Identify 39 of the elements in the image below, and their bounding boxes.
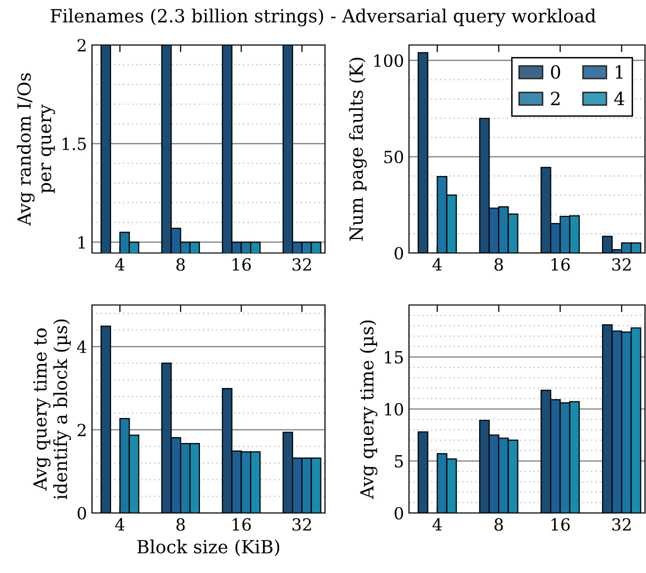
chart-title: Filenames (2.3 billion strings) - Adversarial query workload (50, 8, 596, 26)
x-tick-label: 32 (612, 258, 631, 271)
x-tick-label: 4 (432, 258, 442, 271)
legend-label: 4 (614, 92, 624, 106)
x-tick-label: 32 (292, 258, 311, 271)
x-tick-label: 4 (115, 518, 124, 531)
x-tick-label: 16 (552, 518, 570, 531)
y-axis-title: Num page faults (K) (349, 58, 367, 241)
y-tick-label: 0 (78, 506, 86, 520)
legend-label: 0 (550, 65, 560, 79)
y-tick-label: 50 (384, 150, 404, 164)
y-tick-label: 0 (394, 506, 404, 520)
x-tick-label: 4 (115, 258, 124, 271)
y-axis-title: Avg query time (µs) (360, 320, 378, 500)
x-tick-label: 8 (494, 518, 503, 531)
x-tick-label: 16 (552, 258, 570, 271)
legend-label: 1 (616, 65, 623, 79)
x-tick-label: 4 (432, 518, 442, 531)
y-axis-title: Avg random I/Os per query (16, 73, 56, 226)
x-tick-label: 8 (494, 258, 503, 271)
legend-label: 2 (551, 92, 560, 106)
x-tick-label: 32 (292, 518, 311, 531)
y-tick-label: 10 (384, 402, 404, 416)
x-tick-label: 8 (176, 518, 185, 531)
y-tick-label: 15 (384, 350, 403, 364)
x-tick-label: 8 (176, 258, 185, 271)
y-tick-label: 2 (78, 38, 86, 52)
x-tick-label: 16 (232, 258, 251, 271)
y-tick-label: 1.5 (62, 138, 86, 150)
y-tick-label: 2 (78, 424, 86, 436)
y-tick-label: 100 (374, 54, 404, 67)
y-tick-label: 5 (394, 455, 403, 468)
x-axis-title: Block size (KiB) (137, 540, 280, 556)
x-tick-label: 32 (612, 518, 631, 531)
y-tick-label: 1 (78, 236, 85, 248)
y-tick-label: 4 (77, 340, 86, 353)
y-tick-label: 0 (394, 246, 404, 260)
y-axis-title: Avg query time to identify a block (µs) (33, 319, 71, 500)
x-tick-label: 16 (232, 518, 251, 531)
